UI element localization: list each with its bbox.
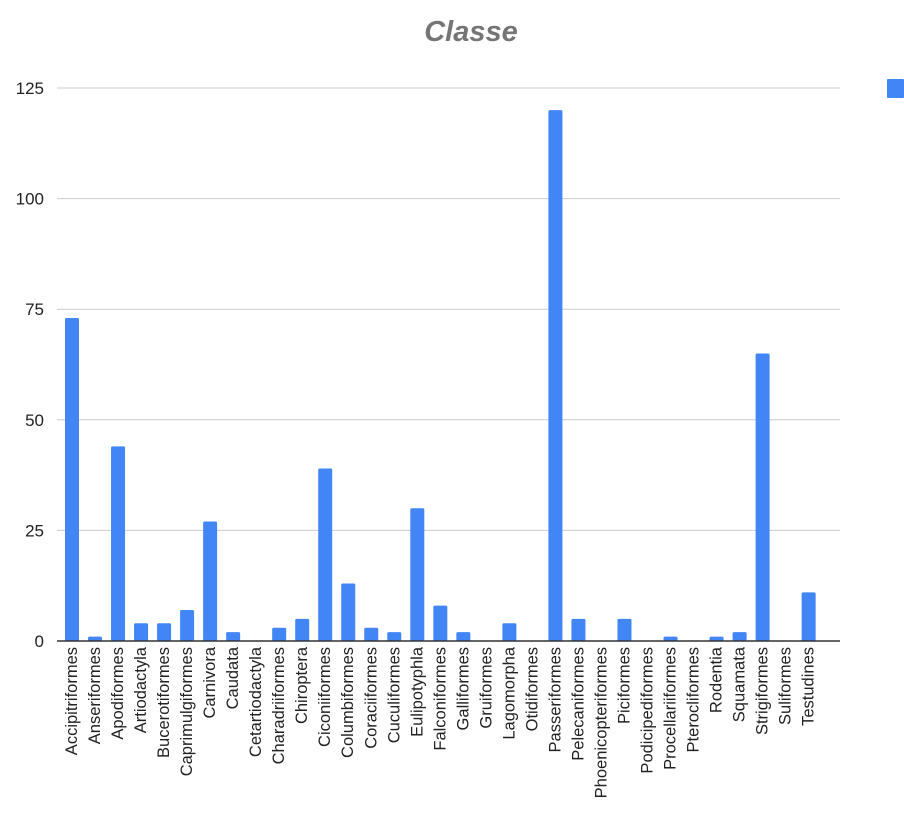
bar: [134, 623, 149, 641]
bar: [548, 110, 563, 642]
x-tick-label: Anseriformes: [86, 647, 104, 744]
bar: [341, 583, 356, 641]
x-axis-labels: Accipitriformes Anseriformes Apodiformes Ar…: [63, 646, 818, 798]
x-tick-label: Passeriformes: [546, 647, 564, 752]
y-tick-label: 100: [16, 190, 44, 209]
x-tick-label: Caudata: [224, 646, 242, 709]
y-tick-label: 75: [25, 300, 44, 319]
bar: [111, 446, 126, 641]
bars: [65, 110, 816, 642]
bar: [387, 632, 402, 641]
bar: [157, 623, 172, 641]
x-tick-label: Apodiformes: [109, 647, 127, 740]
x-tick-label: Carnivora: [201, 646, 219, 718]
x-tick-label: Podicipediformes: [639, 647, 657, 774]
x-tick-label: Ciconiiformes: [316, 647, 334, 747]
x-tick-label: Coraciiformes: [362, 647, 380, 749]
bar: [433, 605, 448, 641]
x-tick-label: Cuculiformes: [385, 647, 403, 743]
x-tick-label: Phoenicopteriformes: [592, 647, 610, 798]
x-tick-label: Falconiformes: [431, 647, 449, 751]
x-tick-label: Otidiformes: [523, 647, 541, 731]
bar: [571, 618, 586, 641]
bar: [502, 623, 517, 641]
y-axis-ticks: 0 25 50 75 100 125: [16, 79, 44, 651]
x-tick-label: Caprimulgiformes: [178, 647, 196, 776]
bar: [617, 618, 632, 641]
chart-title: Classe: [424, 16, 518, 48]
x-tick-label: Galliformes: [454, 647, 472, 730]
bar: [663, 636, 678, 641]
bar: [364, 627, 379, 641]
bar: [410, 508, 425, 641]
bar: [732, 632, 747, 641]
y-tick-label: 0: [35, 632, 44, 651]
x-tick-label: Pterocliformes: [685, 647, 703, 752]
x-tick-label: Piciformes: [615, 647, 633, 724]
bar: [65, 318, 79, 641]
y-tick-label: 125: [16, 79, 44, 98]
x-tick-label: Strigiformes: [754, 647, 772, 735]
x-tick-label: Rodentia: [708, 646, 726, 713]
legend-swatch: [887, 79, 904, 98]
x-tick-label: Testudines: [800, 647, 818, 726]
bar: [295, 618, 310, 641]
x-tick-label: Charadriiformes: [270, 647, 288, 764]
x-tick-label: Columbiformes: [339, 647, 357, 758]
bar: [318, 468, 333, 641]
bar: [88, 636, 103, 641]
x-tick-label: Accipitriformes: [63, 647, 81, 755]
x-tick-label: Bucerotiformes: [155, 647, 173, 758]
grid-lines: [57, 87, 840, 531]
bar: [709, 636, 724, 641]
y-tick-label: 50: [25, 411, 44, 430]
x-tick-label: Procellariiformes: [662, 647, 680, 770]
x-tick-label: Eulipotyphla: [408, 646, 426, 737]
x-tick-label: Cetartiodactyla: [247, 646, 265, 757]
bar: [180, 610, 195, 641]
bar: [456, 632, 471, 641]
x-tick-label: Artiodactyla: [132, 646, 150, 733]
bar: [226, 632, 241, 641]
x-tick-label: Lagomorpha: [500, 646, 518, 739]
x-tick-label: Squamata: [731, 646, 749, 722]
x-tick-label: Pelecaniformes: [569, 647, 587, 761]
x-tick-label: Gruiformes: [477, 647, 495, 729]
y-tick-label: 25: [25, 521, 44, 540]
x-tick-label: Suliformes: [777, 647, 795, 725]
bar: [801, 592, 816, 641]
bar: [272, 627, 287, 641]
bar: [203, 521, 218, 641]
bar: [755, 353, 770, 641]
x-tick-label: Chiroptera: [293, 646, 311, 724]
